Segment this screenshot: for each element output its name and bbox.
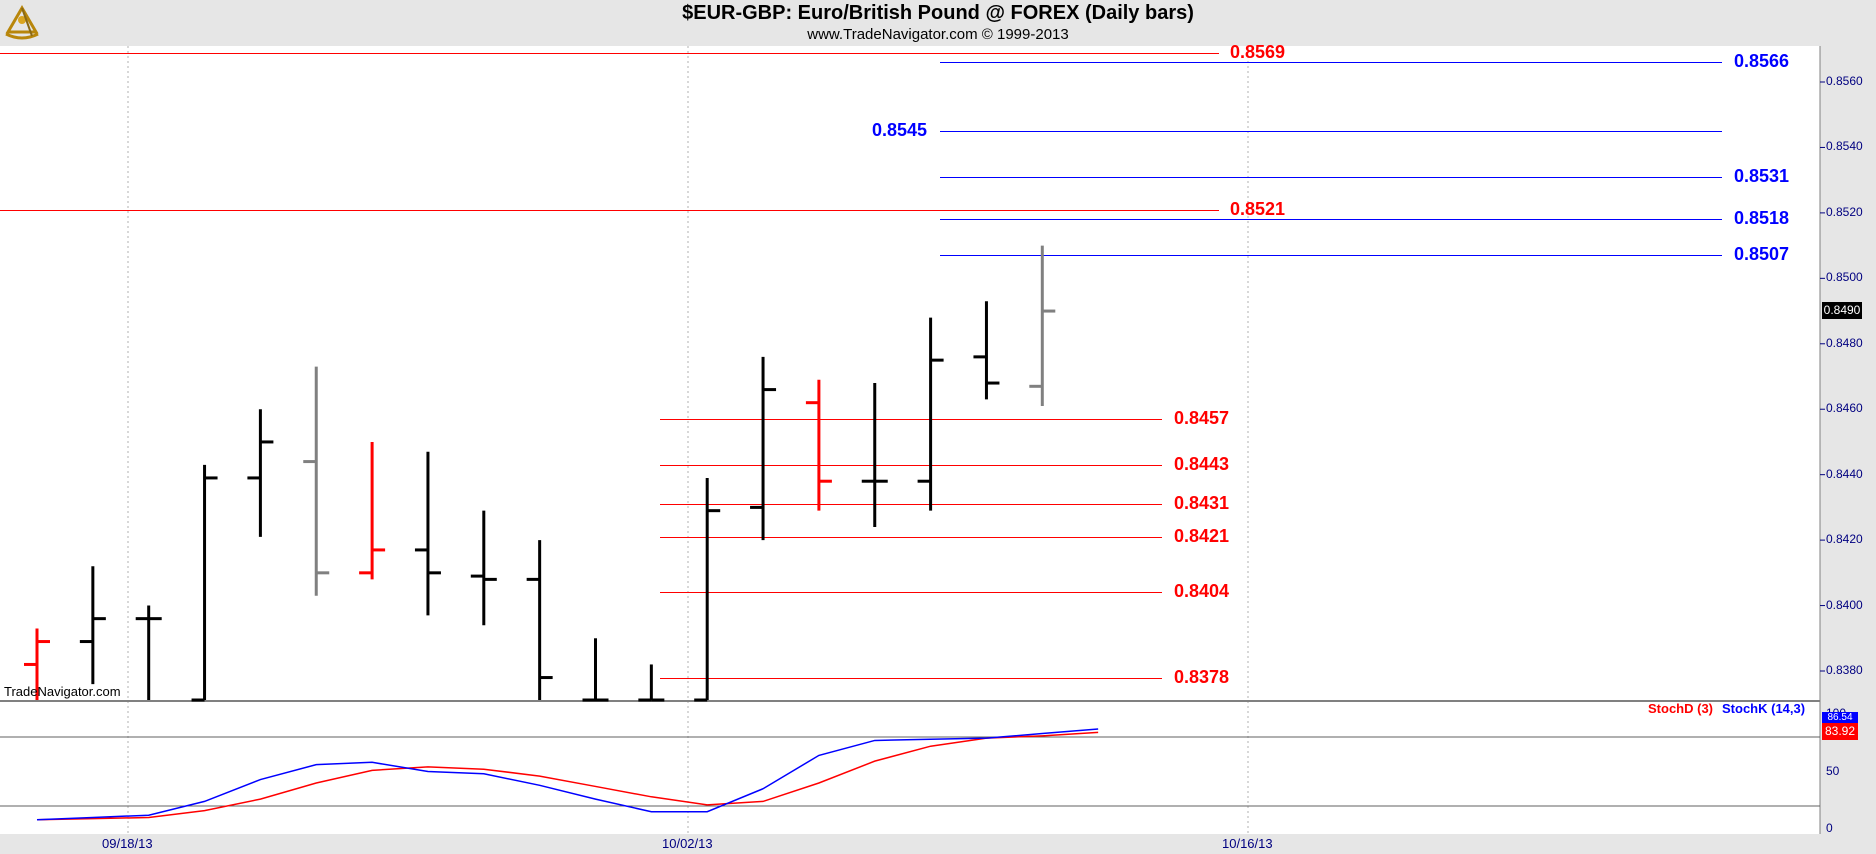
stochastic-panel	[0, 728, 1820, 821]
legend-stoch-d: StochD (3)	[1648, 701, 1713, 716]
stoch-tick-label: 50	[1826, 763, 1840, 778]
date-tick-label: 10/02/13	[662, 836, 713, 851]
level-label-0.8457: 0.8457	[1174, 407, 1230, 428]
price-tick-label: 0.8500	[1826, 270, 1863, 285]
ohlc-bar	[750, 356, 777, 541]
ohlc-bar	[470, 510, 497, 626]
ohlc-bar	[303, 366, 330, 596]
price-tick-label: 0.8440	[1826, 466, 1863, 481]
level-label-0.8566: 0.8566	[1734, 50, 1790, 71]
ohlc-bar	[582, 638, 609, 702]
ohlc-bar	[861, 383, 888, 528]
ohlc-bar	[247, 409, 274, 537]
stoch-k-line	[36, 728, 1099, 821]
ohlc-bar	[79, 566, 106, 685]
watermark: TradeNavigator.com	[4, 684, 121, 699]
price-tick-label: 0.8420	[1826, 532, 1863, 547]
ohlc-bar	[191, 464, 218, 702]
level-label-0.8443: 0.8443	[1174, 453, 1230, 474]
chart-header	[0, 0, 1876, 46]
level-label-0.8518: 0.8518	[1734, 207, 1790, 228]
ohlc-bar	[917, 317, 944, 511]
date-tick-label: 10/16/13	[1222, 836, 1273, 851]
price-tick-label: 0.8400	[1826, 597, 1863, 612]
ohlc-bar	[694, 477, 721, 702]
level-label-0.8545: 0.8545	[872, 119, 928, 140]
level-label-0.8421: 0.8421	[1174, 525, 1230, 546]
chart-subtitle: www.TradeNavigator.com © 1999-2013	[807, 26, 1069, 43]
ohlc-bar	[359, 441, 386, 580]
level-label-0.8404: 0.8404	[1174, 580, 1230, 601]
level-label-0.8507: 0.8507	[1734, 243, 1790, 264]
level-label-0.8378: 0.8378	[1174, 666, 1230, 687]
levels-layer	[0, 53, 1722, 679]
date-tick-label: 09/18/13	[102, 836, 153, 851]
ohlc-bar	[973, 301, 1000, 400]
price-tick-label: 0.8460	[1826, 401, 1863, 416]
price-tick-label: 0.8380	[1826, 663, 1863, 677]
stoch-d-value-badge: 83.92	[1822, 723, 1858, 740]
ohlc-bar	[414, 451, 441, 616]
sextant-logo-icon	[5, 5, 39, 40]
price-tick-label: 0.8520	[1826, 204, 1863, 219]
stoch-d-line	[36, 731, 1099, 821]
price-bars	[24, 245, 1056, 702]
price-tick-label: 0.8540	[1826, 139, 1863, 154]
level-label-0.8531: 0.8531	[1734, 165, 1790, 186]
level-label-0.8431: 0.8431	[1174, 492, 1230, 513]
stoch-tick-label: 0	[1826, 821, 1833, 835]
last-price-badge: 0.8490	[1822, 302, 1862, 319]
grid-layer	[0, 46, 1825, 834]
stoch-k-value-badge: 86.54	[1822, 712, 1858, 723]
price-tick-label: 0.8480	[1826, 335, 1863, 350]
date-axis-panel	[0, 834, 1876, 854]
price-tick-label: 0.8560	[1826, 74, 1863, 88]
ohlc-bar	[24, 628, 50, 700]
level-label-0.8521: 0.8521	[1230, 198, 1286, 219]
ohlc-bar	[805, 379, 832, 511]
ohlc-bar	[638, 664, 665, 702]
chart-title: $EUR-GBP: Euro/British Pound @ FOREX (Da…	[682, 2, 1194, 24]
level-label-0.8569: 0.8569	[1230, 41, 1286, 62]
legend-stoch-k: StochK (14,3)	[1722, 701, 1806, 716]
ohlc-bar	[1029, 245, 1056, 406]
ohlc-bar	[526, 540, 553, 700]
ohlc-bar	[135, 605, 162, 700]
